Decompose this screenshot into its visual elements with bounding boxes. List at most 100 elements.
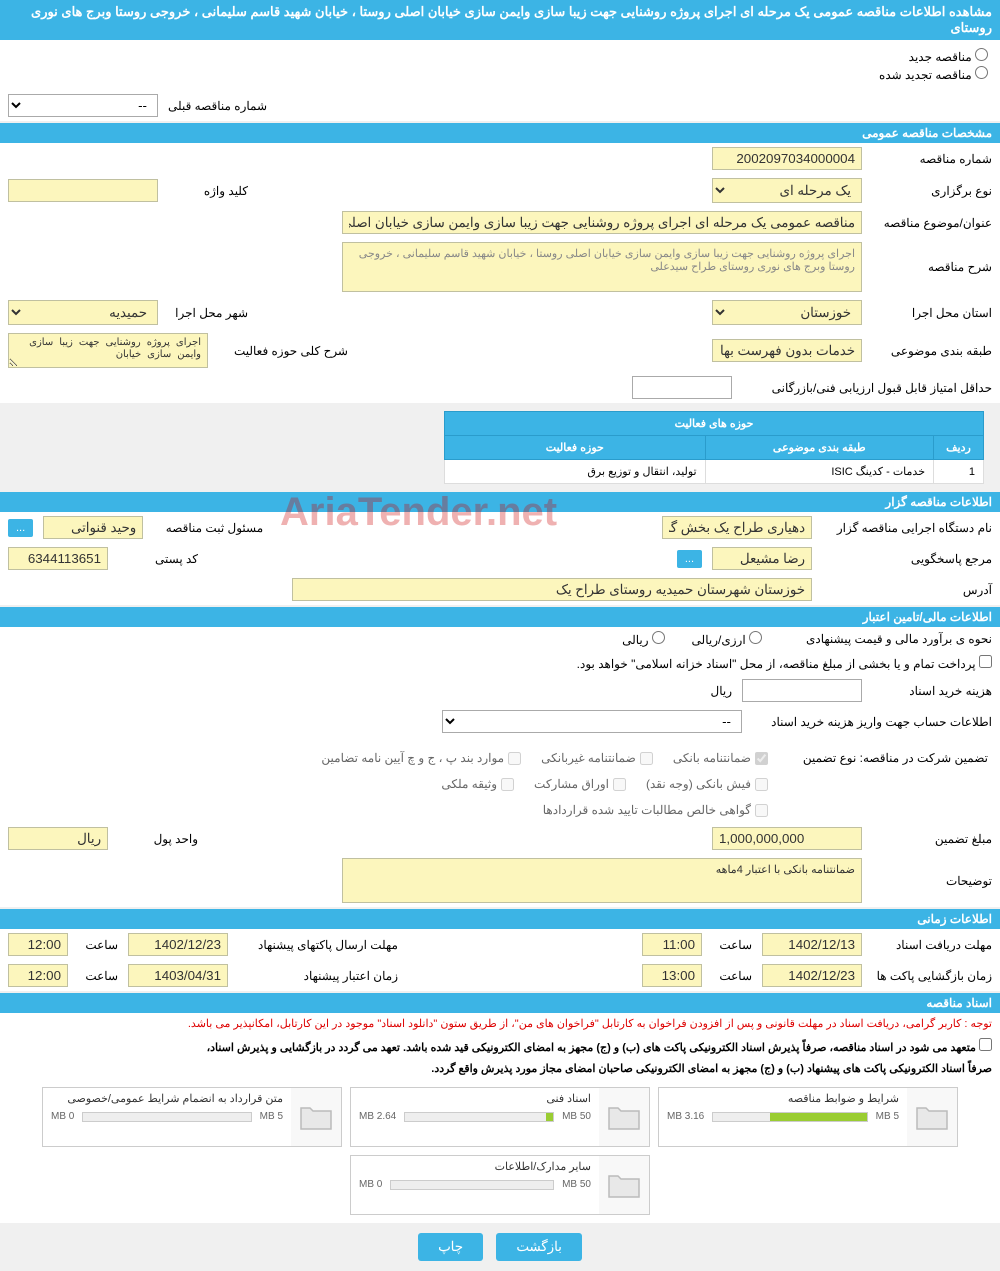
validity-time-input[interactable]	[8, 964, 68, 987]
notes-textarea[interactable]: ضمانتنامه بانکی با اعتبار 4ماهه	[342, 858, 862, 903]
rial-unit: ریال	[710, 684, 732, 698]
min-score-label: حداقل امتیاز قابل قبول ارزیابی فنی/بازرگ…	[742, 381, 992, 395]
doc-title: شرایط و ضوابط مناقصه	[667, 1092, 899, 1105]
rial-radio[interactable]: ریالی	[622, 631, 665, 647]
print-button[interactable]: چاپ	[418, 1233, 483, 1261]
unit-input[interactable]	[8, 827, 108, 850]
keyword-label: کلید واژه	[168, 184, 248, 198]
category-label: طبقه بندی موضوعی	[872, 344, 992, 358]
receive-time-input[interactable]	[642, 933, 702, 956]
doc-cost-input[interactable]	[742, 679, 862, 702]
org-input[interactable]	[662, 516, 812, 539]
doc-used: 0 MB	[51, 1111, 74, 1122]
category-input[interactable]	[712, 339, 862, 362]
currency-radio[interactable]: ارزی/ریالی	[692, 631, 762, 647]
radio-new[interactable]: مناقصه جدید	[12, 48, 988, 64]
address-label: آدرس	[822, 583, 992, 597]
province-select[interactable]: خوزستان	[712, 300, 862, 325]
mortgage-check[interactable]: وثیقه ملکی	[441, 777, 514, 791]
keyword-input[interactable]	[8, 179, 158, 202]
doc-cost-label: هزینه خرید اسناد	[872, 684, 992, 698]
min-score-input[interactable]	[632, 376, 732, 399]
doc-total: 50 MB	[562, 1179, 591, 1190]
progress-bar	[82, 1112, 251, 1122]
doc-title: سایر مدارک/اطلاعات	[359, 1160, 591, 1173]
opening-date-input[interactable]	[762, 964, 862, 987]
doc-total: 5 MB	[260, 1111, 283, 1122]
doc-card[interactable]: سایر مدارک/اطلاعات 50 MB 0 MB	[350, 1155, 650, 1215]
registrar-more-button[interactable]: ...	[8, 519, 33, 537]
folder-icon	[291, 1088, 341, 1146]
activity-table-title: حوزه های فعالیت	[445, 412, 984, 436]
prev-number-select[interactable]: --	[8, 94, 158, 117]
submit-deadline-label: مهلت ارسال پاکتهای پیشنهاد	[238, 938, 398, 952]
receive-deadline-label: مهلت دریافت اسناد	[872, 938, 992, 952]
folder-icon	[599, 1156, 649, 1214]
regulation-check[interactable]: موارد بند پ ، ج و چ آیین نامه تضامین	[321, 751, 521, 765]
number-input[interactable]	[712, 147, 862, 170]
contact-more-button[interactable]: ...	[677, 550, 702, 568]
amount-input[interactable]	[712, 827, 862, 850]
notice-red: توجه : کاربر گرامی، دریافت اسناد در مهلت…	[0, 1013, 1000, 1034]
submit-date-input[interactable]	[128, 933, 228, 956]
commitment-checkbox[interactable]	[979, 1038, 992, 1051]
validity-date-input[interactable]	[128, 964, 228, 987]
contact-input[interactable]	[712, 547, 812, 570]
estimate-label: نحوه ی برآورد مالی و قیمت پیشنهادی	[772, 632, 992, 646]
doc-used: 3.16 MB	[667, 1111, 704, 1122]
account-select[interactable]: --	[442, 710, 742, 733]
radio-renewed-input[interactable]	[975, 66, 988, 79]
bank-guarantee-check[interactable]: ضمانتنامه بانکی	[673, 751, 768, 765]
postal-input[interactable]	[8, 547, 108, 570]
doc-card[interactable]: شرایط و ضوابط مناقصه 5 MB 3.16 MB	[658, 1087, 958, 1147]
type-select[interactable]: یک مرحله ای	[712, 178, 862, 203]
bonds-check[interactable]: اوراق مشارکت	[534, 777, 626, 791]
doc-card[interactable]: متن قرارداد به انضمام شرایط عمومی/خصوصی …	[42, 1087, 342, 1147]
doc-total: 50 MB	[562, 1111, 591, 1122]
receive-date-input[interactable]	[762, 933, 862, 956]
section-financial: اطلاعات مالی/تامین اعتبار	[0, 607, 1000, 627]
section-docs: اسناد مناقصه	[0, 993, 1000, 1013]
activity-textarea[interactable]: اجرای پروژه روشنایی جهت زیبا سازی وایمن …	[8, 333, 208, 368]
address-input[interactable]	[292, 578, 812, 601]
notice-bold1: متعهد می شود در اسناد مناقصه، صرفاً پذیر…	[0, 1034, 1000, 1058]
back-button[interactable]: بازگشت	[496, 1233, 582, 1261]
submit-time-label: ساعت	[78, 938, 118, 952]
receivables-check[interactable]: گواهی خالص مطالبات تایید شده قراردادها	[543, 803, 768, 817]
bank-receipt-check[interactable]: فیش بانکی (وجه نقد)	[646, 777, 768, 791]
registrar-input[interactable]	[43, 516, 143, 539]
city-label: شهر محل اجرا	[168, 306, 248, 320]
opening-time-input[interactable]	[642, 964, 702, 987]
city-select[interactable]: حمیدیه	[8, 300, 158, 325]
opening-time-label: ساعت	[712, 969, 752, 983]
radio-new-input[interactable]	[975, 48, 988, 61]
activity-label: شرح کلی حوزه فعالیت	[218, 344, 348, 358]
table-row: 1 خدمات - کدینگ ISIC تولید، انتقال و توز…	[445, 460, 984, 484]
section-issuer: اطلاعات مناقصه گزار	[0, 492, 1000, 512]
page-title: مشاهده اطلاعات مناقصه عمومی یک مرحله ای …	[0, 0, 1000, 40]
postal-label: کد پستی	[118, 552, 198, 566]
subject-input[interactable]	[342, 211, 862, 234]
td-activity: تولید، انتقال و توزیع برق	[445, 460, 706, 484]
doc-card[interactable]: اسناد فنی 50 MB 2.64 MB	[350, 1087, 650, 1147]
contact-label: مرجع پاسخگویی	[822, 552, 992, 566]
radio-renewed[interactable]: مناقصه تجدید شده	[12, 66, 988, 82]
section-timing: اطلاعات زمانی	[0, 909, 1000, 929]
doc-used: 2.64 MB	[359, 1111, 396, 1122]
doc-title: اسناد فنی	[359, 1092, 591, 1105]
treasury-checkbox[interactable]: پرداخت تمام و یا بخشی از مبلغ مناقصه، از…	[577, 655, 992, 671]
section-general: مشخصات مناقصه عمومی	[0, 123, 1000, 143]
desc-textarea[interactable]: اجرای پروژه روشنایی جهت زیبا سازی وایمن …	[342, 242, 862, 292]
receive-time-label: ساعت	[712, 938, 752, 952]
th-row: ردیف	[934, 436, 984, 460]
nonbank-guarantee-check[interactable]: ضمانتنامه غیربانکی	[541, 751, 653, 765]
th-activity: حوزه فعالیت	[445, 436, 706, 460]
amount-label: مبلغ تضمین	[872, 832, 992, 846]
desc-label: شرح مناقصه	[872, 260, 992, 274]
unit-label: واحد پول	[118, 832, 198, 846]
submit-time-input[interactable]	[8, 933, 68, 956]
activity-table: حوزه های فعالیت ردیف طبقه بندی موضوعی حو…	[444, 411, 984, 484]
folder-icon	[599, 1088, 649, 1146]
doc-used: 0 MB	[359, 1179, 382, 1190]
folder-icon	[907, 1088, 957, 1146]
